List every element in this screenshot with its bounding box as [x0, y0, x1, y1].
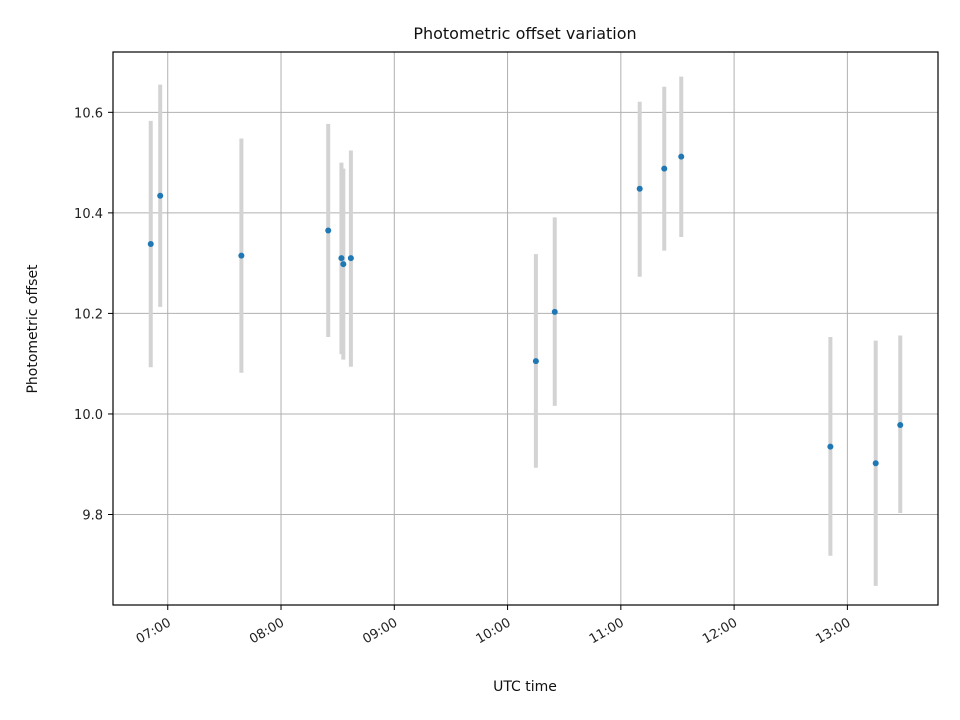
grid — [113, 52, 938, 605]
data-point — [347, 255, 354, 262]
x-axis-title: UTC time — [493, 679, 557, 695]
plot-frame — [112, 51, 939, 606]
y-axis-title: Photometric offset — [25, 264, 41, 394]
data-point — [338, 255, 345, 262]
data-point — [678, 153, 685, 160]
data-point — [636, 185, 643, 192]
y-tick-label: 10.0 — [74, 408, 103, 423]
data-point — [147, 241, 154, 248]
y-tick-label: 10.2 — [74, 307, 103, 322]
data-point — [897, 422, 904, 429]
data-point — [661, 165, 668, 172]
data-point — [532, 358, 539, 365]
data-points — [147, 153, 904, 467]
chart-title: Photometric offset variation — [413, 24, 636, 43]
data-point — [872, 460, 879, 467]
y-tick-label: 10.6 — [74, 106, 103, 121]
data-point — [827, 443, 834, 450]
data-point — [551, 308, 558, 315]
data-point — [340, 261, 347, 268]
data-point — [325, 227, 332, 234]
y-axis: 9.8 10.0 10.2 10.4 10.6 — [74, 106, 113, 524]
data-point — [238, 252, 245, 259]
y-tick-label: 9.8 — [82, 509, 103, 524]
y-tick-label: 10.4 — [74, 207, 103, 222]
data-point — [157, 192, 164, 199]
